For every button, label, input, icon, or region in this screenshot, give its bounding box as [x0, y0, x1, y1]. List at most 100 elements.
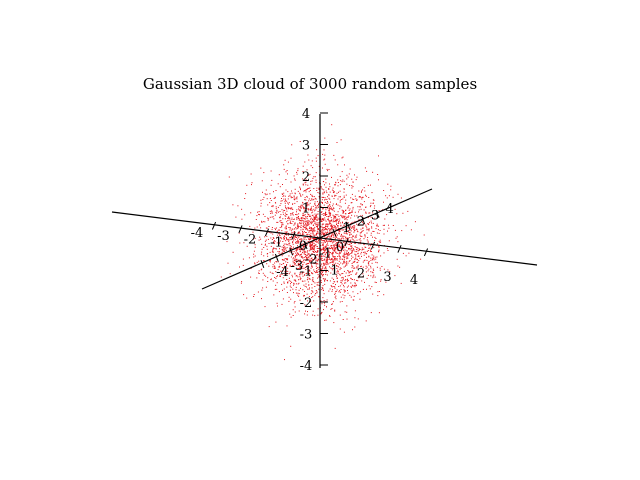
- scatter-point: [340, 245, 342, 247]
- scatter-point: [320, 187, 322, 189]
- scatter-point: [312, 266, 313, 268]
- scatter-point: [267, 277, 269, 279]
- scatter-point: [387, 183, 389, 185]
- scatter-point: [340, 262, 342, 264]
- scatter-point: [294, 231, 296, 232]
- scatter-point: [264, 221, 266, 223]
- scatter-point: [305, 283, 307, 285]
- scatter-point: [312, 310, 314, 312]
- scatter-point: [289, 207, 291, 209]
- scatter-point: [343, 253, 345, 255]
- scatter-point: [350, 227, 352, 229]
- scatter-point: [328, 210, 330, 212]
- scatter-point: [309, 227, 311, 229]
- scatter-point: [334, 215, 335, 217]
- scatter-point: [341, 237, 343, 239]
- scatter-point: [289, 222, 291, 224]
- scatter-point: [306, 263, 308, 264]
- scatter-point: [302, 234, 304, 235]
- scatter-point: [309, 270, 311, 272]
- scatter-point: [315, 215, 317, 217]
- scatter-point: [329, 207, 331, 209]
- scatter-point: [264, 216, 266, 217]
- scatter-point: [334, 238, 336, 240]
- scatter-point: [307, 188, 309, 190]
- scatter-point: [307, 250, 308, 252]
- scatter-point: [306, 251, 308, 253]
- scatter-point: [299, 264, 301, 265]
- scatter-point: [388, 240, 390, 242]
- scatter-point: [252, 231, 254, 233]
- scatter-point: [316, 226, 318, 228]
- scatter-point: [287, 238, 289, 240]
- scatter-point: [291, 144, 293, 146]
- scatter-point: [305, 181, 307, 183]
- scatter-point: [282, 270, 284, 272]
- scatter-point: [293, 237, 294, 239]
- scatter-point: [369, 221, 371, 223]
- scatter-point: [402, 252, 404, 254]
- scatter-point: [282, 196, 284, 197]
- scatter-point: [362, 276, 364, 278]
- scatter-point: [343, 256, 345, 258]
- scatter-point: [333, 244, 335, 246]
- scatter-point: [358, 260, 360, 262]
- scatter-point: [315, 234, 317, 236]
- scatter-point: [350, 245, 352, 247]
- scatter-point: [304, 291, 305, 292]
- scatter-point: [386, 214, 388, 216]
- scatter-point: [334, 184, 335, 186]
- scatter-point: [341, 258, 343, 260]
- scatter-point: [281, 198, 282, 199]
- scatter-point: [280, 237, 282, 239]
- scatter-point: [260, 253, 262, 255]
- scatter-point: [312, 167, 314, 169]
- scatter-point: [352, 251, 353, 253]
- scatter-point: [327, 202, 329, 204]
- scatter-point: [307, 281, 309, 283]
- scatter-point: [354, 220, 356, 222]
- scatter-point: [316, 213, 318, 215]
- scatter-point: [289, 195, 291, 197]
- scatter-point: [374, 276, 376, 278]
- scatter-point: [349, 242, 351, 244]
- scatter-point: [325, 198, 327, 200]
- scatter-point: [316, 216, 318, 218]
- scatter-point: [303, 262, 305, 264]
- scatter-point: [333, 261, 335, 263]
- scatter-point: [372, 275, 374, 277]
- scatter-point: [350, 282, 352, 284]
- scatter-point: [342, 210, 344, 211]
- scatter-point: [306, 202, 308, 203]
- scatter-point: [329, 214, 331, 216]
- scatter-point: [373, 259, 375, 261]
- scatter-point: [299, 271, 301, 273]
- scatter-point: [329, 231, 330, 233]
- scatter-point: [324, 219, 326, 221]
- scatter-point: [350, 248, 352, 249]
- scatter-point: [302, 230, 303, 232]
- scatter-point: [306, 218, 308, 219]
- scatter-point: [265, 227, 267, 229]
- scatter-point: [330, 267, 332, 269]
- scatter-point: [270, 279, 272, 281]
- scatter-point: [373, 255, 375, 257]
- scatter-point: [304, 182, 306, 184]
- scatter-point: [312, 232, 314, 234]
- scatter-point: [330, 285, 332, 287]
- scatter-point: [307, 223, 309, 225]
- scatter-point: [304, 161, 306, 163]
- scatter-point: [347, 270, 349, 272]
- scatter-point: [357, 250, 359, 252]
- scatter-point: [323, 159, 325, 161]
- scatter-point: [344, 275, 346, 277]
- scatter-point: [309, 215, 311, 217]
- scatter-point: [332, 203, 334, 205]
- scatter-point: [322, 230, 324, 232]
- scatter-point: [329, 240, 331, 242]
- scatter-point: [344, 249, 346, 251]
- scatter-point: [308, 208, 310, 210]
- scatter-point: [292, 212, 294, 214]
- scatter-point: [327, 240, 329, 242]
- scatter-point: [357, 293, 359, 295]
